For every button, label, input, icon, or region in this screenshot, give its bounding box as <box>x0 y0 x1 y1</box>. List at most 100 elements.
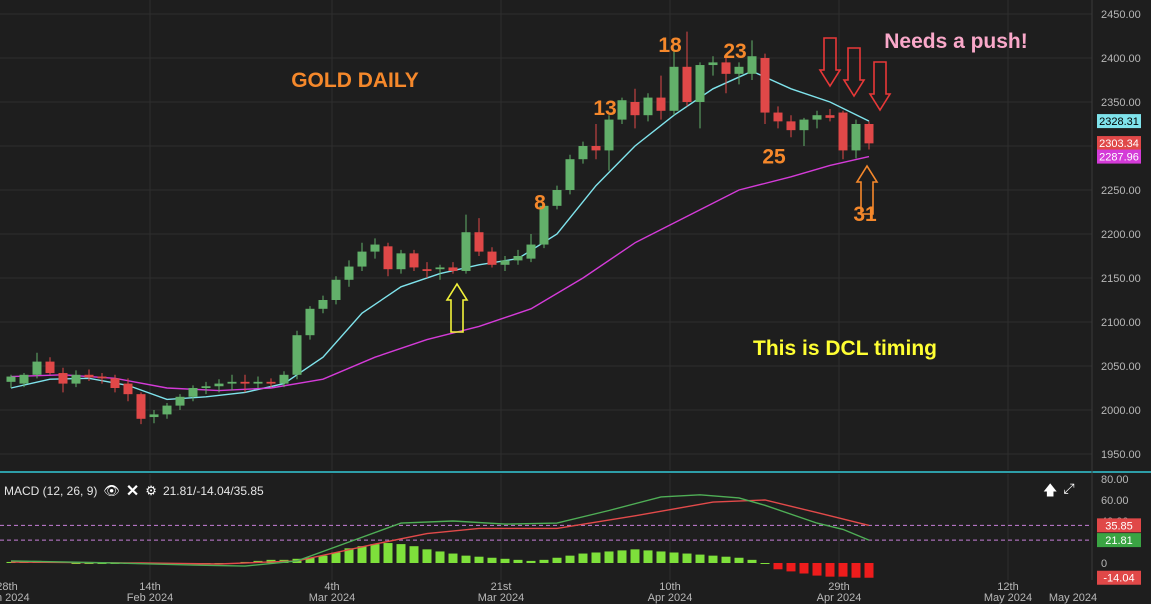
macd-line <box>10 494 870 567</box>
macd-histogram-bar <box>448 553 458 563</box>
time-tick-day: 28th <box>0 581 18 593</box>
candle <box>630 88 640 129</box>
price-tick-label: 2450.00 <box>1101 9 1141 21</box>
time-tick-day: 29th <box>828 581 849 593</box>
candle <box>175 394 185 410</box>
macd-histogram-bar <box>84 563 94 564</box>
macd-histogram-bar <box>526 560 536 563</box>
price-badge-bg <box>1097 136 1141 151</box>
macd-badge-value: 35.85 <box>1105 520 1133 532</box>
close-icon[interactable]: ✕ <box>125 483 140 500</box>
candle-body <box>19 374 29 384</box>
candle <box>526 234 536 263</box>
macd-histogram-bar <box>617 550 627 563</box>
candle <box>708 56 718 76</box>
macd-histogram-bar <box>409 546 419 563</box>
candle-body <box>565 159 575 190</box>
macd-badge-bg <box>1097 533 1141 548</box>
candle-body <box>370 244 380 252</box>
candle <box>32 352 42 379</box>
candle <box>500 256 510 271</box>
candle <box>734 62 744 85</box>
candle-body <box>747 56 757 74</box>
macd-histogram-bar <box>474 556 484 563</box>
candle-body <box>227 381 237 384</box>
candle <box>305 306 315 340</box>
candle <box>97 373 107 384</box>
dcl-timing-annotation: This is DCL timing <box>753 337 937 360</box>
macd-histogram-bar <box>591 552 601 563</box>
macd-histogram-bar <box>604 551 614 563</box>
candle <box>695 62 705 129</box>
price-tick-label: 2050.00 <box>1101 361 1141 373</box>
cycle-count-label: 13 <box>593 97 616 120</box>
macd-histogram-bar <box>734 557 744 563</box>
down-arrow <box>818 37 842 88</box>
candle-body <box>461 232 471 271</box>
candle-body <box>32 361 42 375</box>
macd-histogram-bar <box>71 563 81 564</box>
time-tick-month: Mar 2024 <box>309 592 355 604</box>
macd-histogram-bar <box>578 553 588 563</box>
macd-histogram-bar <box>630 549 640 563</box>
gear-icon[interactable]: ⚙ <box>145 483 157 498</box>
candle-body <box>721 62 731 74</box>
candle <box>552 185 562 210</box>
macd-histogram-bar <box>383 543 393 563</box>
macd-badge: 21.81 <box>1097 533 1141 548</box>
candle-body <box>448 267 458 271</box>
candle-body <box>71 374 81 384</box>
macd-histogram-bar <box>812 563 822 576</box>
candle-body <box>45 361 55 374</box>
move-up-icon[interactable]: 🡅 <box>1043 482 1058 498</box>
macd-badge-value: 21.81 <box>1105 535 1133 547</box>
price-tick-label: 2150.00 <box>1101 273 1141 285</box>
macd-histogram-bar <box>656 551 666 563</box>
macd-histogram-bar <box>513 559 523 563</box>
macd-signal-line <box>10 499 870 565</box>
candle-body <box>357 251 367 267</box>
candle <box>604 115 614 171</box>
macd-histogram-bar <box>682 553 692 563</box>
macd-histogram-bar <box>370 544 380 563</box>
candle <box>812 110 822 129</box>
candle <box>643 93 653 122</box>
candle-body <box>318 300 328 309</box>
macd-panel <box>0 494 1092 578</box>
candle <box>331 276 341 305</box>
time-tick-month: Mar 2024 <box>478 592 524 604</box>
macd-histogram-bar <box>669 552 679 563</box>
price-badge: 2328.31 <box>1097 114 1141 129</box>
expand-icon[interactable]: ⤢ <box>1063 480 1075 496</box>
candle <box>188 385 198 402</box>
candle <box>760 53 770 124</box>
candle <box>279 371 289 388</box>
candle <box>656 75 666 120</box>
macd-histogram-bar <box>422 549 432 563</box>
time-tick-day: 10th <box>659 581 680 593</box>
time-tick-day: 14th <box>139 581 160 593</box>
candle <box>682 31 692 107</box>
macd-histogram-bar <box>721 556 731 563</box>
time-tick-month: May 2024 <box>984 592 1032 604</box>
candle-body <box>97 376 107 379</box>
candle-body <box>630 102 640 116</box>
macd-histogram-bar <box>344 548 354 563</box>
candle <box>565 154 575 195</box>
candle <box>214 379 224 393</box>
candle <box>266 378 276 388</box>
time-tick-day: 21st <box>491 581 512 593</box>
macd-histogram-bar <box>539 559 549 563</box>
macd-histogram-bar <box>565 555 575 563</box>
eye-icon[interactable]: 👁 <box>103 483 120 498</box>
candle-body <box>344 266 354 280</box>
macd-header: MACD (12, 26, 9) 👁 ✕ ⚙ 21.81/-14.04/35.8… <box>4 481 264 501</box>
candle-body <box>201 386 211 388</box>
macd-histogram-bar <box>97 563 107 564</box>
candle <box>448 262 458 274</box>
annotation-labels: GOLD DAILY This is DCL timing Needs a pu… <box>291 30 1028 360</box>
candle-body <box>812 115 822 120</box>
